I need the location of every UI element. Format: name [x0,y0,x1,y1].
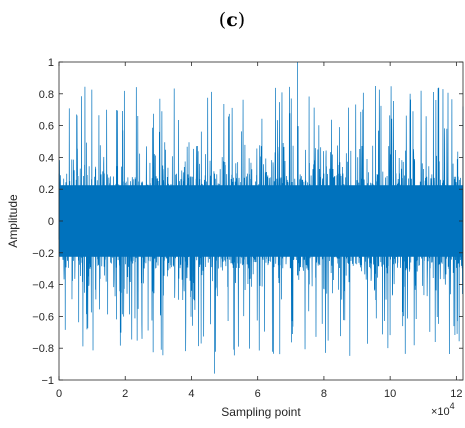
panel-label: (c) [219,9,245,31]
y-tick-label: −0.8 [32,343,54,355]
panel-label-letter: c [226,9,238,31]
y-axis-ticks: −1 −0.8 −0.6 −0.4 −0.2 0 0.2 0.4 0.6 0.8 1 [32,57,463,387]
y-tick-label: 1 [48,57,54,69]
x-axis-ticks: 0 2 4 6 8 10 12 [56,62,463,400]
x-axis-exponent: ×104 [431,401,455,418]
signal-series [58,62,464,374]
y-tick-label: 0.4 [39,152,54,164]
x-tick-label: 12 [450,388,462,400]
x-tick-label: 4 [188,388,194,400]
y-tick-label: 0.2 [39,184,54,196]
y-tick-label: −0.2 [32,248,54,260]
y-tick-label: −1 [41,375,54,387]
x-tick-label: 10 [384,388,396,400]
x-tick-label: 8 [321,388,327,400]
x-axis-label: Sampling point [221,405,301,419]
x-tick-label: 2 [122,388,128,400]
y-tick-label: −0.6 [32,311,54,323]
y-tick-label: −0.4 [32,280,54,292]
x-axis-exponent-power: 4 [450,401,455,411]
y-tick-label: 0.8 [39,89,54,101]
signal-dense-band [59,185,463,257]
x-tick-label: 6 [255,388,261,400]
y-tick-label: 0.6 [39,121,54,133]
y-tick-label: 0 [48,216,54,228]
x-tick-label: 0 [56,388,62,400]
x-axis-exponent-base: ×10 [431,406,450,418]
plot-area: 0 2 4 6 8 10 12 −1 −0.8 −0.6 −0.4 −0.2 0 0.2 0.4 0.6 0.… [32,57,464,400]
y-axis-label: Amplitude [6,194,20,248]
